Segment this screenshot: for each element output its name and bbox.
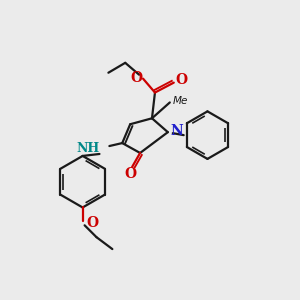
Text: O: O <box>130 71 142 85</box>
Text: N: N <box>171 124 184 138</box>
Text: O: O <box>176 73 188 87</box>
Text: O: O <box>87 216 99 230</box>
Text: O: O <box>124 167 136 181</box>
Text: Me: Me <box>173 97 188 106</box>
Text: NH: NH <box>76 142 100 154</box>
